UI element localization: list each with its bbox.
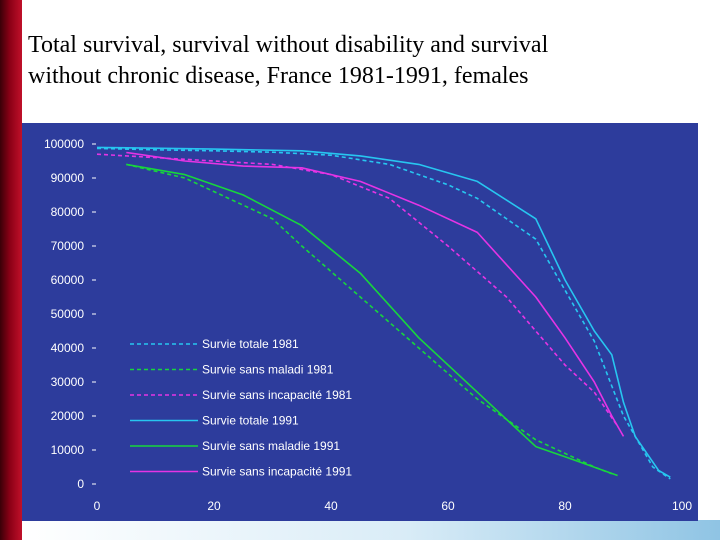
y-tick-label: 70000 [51, 239, 85, 253]
chart-container: 0 10000 20000 30000 40000 50000 60000 70000 8000… [22, 123, 698, 521]
legend: Survie totale 1981 Survie sans maladi 198… [130, 337, 352, 479]
series-lines [96, 146, 671, 480]
y-tick-label: 40000 [51, 341, 85, 355]
y-tick-label: 90000 [51, 171, 85, 185]
slide-title: Total survival, survival without disabil… [28, 30, 708, 92]
x-axis-ticks: 0 20 40 60 80 100 [94, 499, 693, 513]
y-tick-label: 0 [77, 477, 84, 491]
y-tick-label: 60000 [51, 273, 85, 287]
x-tick-label: 40 [324, 499, 338, 513]
series-line-3 [96, 153, 619, 427]
y-tick-label: 100000 [44, 137, 84, 151]
legend-label-2: Survie sans maladi 1981 [202, 363, 334, 377]
y-tick-label: 50000 [51, 307, 85, 321]
legend-label-3: Survie sans incapacité 1981 [202, 388, 352, 402]
x-tick-label: 100 [672, 499, 692, 513]
legend-label-5: Survie sans maladie 1991 [202, 439, 340, 453]
x-tick-label: 60 [441, 499, 455, 513]
y-tick-label: 10000 [51, 443, 85, 457]
bottom-decorative-strip [22, 520, 720, 540]
series-line-5 [126, 163, 618, 477]
x-tick-label: 80 [558, 499, 572, 513]
series-line-2 [126, 163, 613, 475]
y-axis-ticks: 0 10000 20000 30000 40000 50000 60000 70000 8000… [44, 137, 96, 491]
x-tick-label: 20 [207, 499, 221, 513]
slide-title-line-1: Total survival, survival without disabil… [28, 32, 549, 58]
slide-title-line-2: without chronic disease, France 1981-199… [28, 63, 529, 89]
plot-background [22, 123, 698, 521]
legend-label-1: Survie totale 1981 [202, 337, 299, 351]
x-tick-label: 0 [94, 499, 101, 513]
y-tick-label: 80000 [51, 205, 85, 219]
survival-chart: 0100002000030000400005000060000700008000… [22, 123, 698, 521]
legend-label-6: Survie sans incapacité 1991 [202, 465, 352, 479]
left-decorative-bar [0, 0, 22, 540]
y-tick-label: 20000 [51, 409, 85, 423]
legend-label-4: Survie totale 1991 [202, 414, 299, 428]
y-tick-label: 30000 [51, 375, 85, 389]
series-line-6 [126, 151, 625, 437]
series-line-4 [96, 146, 671, 478]
